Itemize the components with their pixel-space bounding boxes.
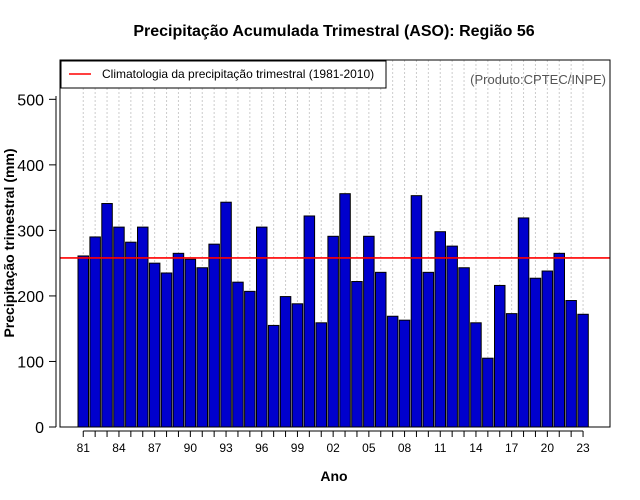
y-tick-label: 100: [17, 354, 44, 371]
bar-06: [375, 271, 387, 428]
bar-94: [232, 281, 244, 428]
bar-15: [482, 357, 494, 428]
bar-21: [553, 252, 565, 428]
x-tick-label: 05: [362, 441, 376, 455]
x-tick-label: 20: [541, 441, 555, 455]
x-tick-label: 11: [434, 441, 447, 455]
bar-93: [220, 201, 232, 428]
x-tick-label: 90: [184, 441, 198, 455]
bar-16: [494, 284, 506, 428]
bar-03: [339, 193, 351, 428]
y-tick-label: 400: [17, 158, 44, 175]
x-tick-label: 17: [505, 441, 519, 455]
x-tick-label: 23: [576, 441, 590, 455]
bar-90: [184, 258, 197, 428]
y-axis: 0 100 200 300 400 500: [17, 92, 57, 437]
chart-title: Precipitação Acumulada Trimestral (ASO):…: [133, 23, 534, 40]
bar-19: [529, 277, 542, 428]
bar-00: [303, 215, 316, 428]
y-axis-label: Precipitação trimestral (mm): [1, 148, 17, 337]
x-tick-label: 81: [77, 441, 91, 455]
x-tick-label: 02: [326, 441, 340, 455]
bar-08: [398, 319, 411, 428]
bar-88: [160, 272, 173, 428]
bar-01: [315, 322, 327, 428]
x-axis: 81 84 87 90 93 96 99 02 05 08 11 14 17 20 23: [77, 430, 590, 455]
bar-12: [446, 245, 458, 428]
bar-97: [267, 324, 280, 428]
x-tick-label: 08: [398, 441, 412, 455]
bar-96: [256, 226, 268, 428]
y-tick-label: 200: [17, 289, 44, 306]
bar-89: [172, 252, 185, 428]
bar-22: [565, 300, 577, 428]
x-tick-label: 84: [112, 441, 126, 455]
bars-group: [77, 193, 589, 428]
bar-23: [577, 313, 589, 428]
bar-99: [291, 303, 304, 428]
bar-95: [244, 290, 256, 428]
legend: Climatologia da precipitação trimestral …: [60, 60, 387, 89]
x-tick-label: 93: [219, 441, 233, 455]
credit-text: (Produto:CPTEC/INPE): [470, 72, 606, 87]
bar-18: [517, 217, 530, 428]
x-axis-label: Ano: [320, 468, 347, 484]
bar-84: [113, 226, 125, 428]
bar-10: [422, 271, 435, 428]
bar-81: [77, 255, 89, 428]
bar-09: [410, 195, 423, 428]
bar-11: [434, 231, 446, 428]
y-tick-label: 500: [17, 92, 44, 109]
x-tick-label: 87: [148, 441, 162, 455]
bar-87: [148, 262, 161, 428]
legend-label: Climatologia da precipitação trimestral …: [102, 67, 374, 81]
bar-05: [363, 235, 375, 428]
x-tick-label: 14: [469, 441, 483, 455]
bar-13: [458, 267, 470, 428]
legend-box: [60, 60, 387, 89]
bar-91: [196, 267, 208, 428]
bar-02: [327, 235, 339, 428]
bar-14: [470, 322, 482, 428]
plot-frame: [59, 59, 611, 428]
bar-85: [125, 241, 137, 428]
y-tick-label: 300: [17, 223, 44, 240]
y-tick-label: 0: [35, 420, 44, 437]
x-tick-label: 99: [291, 441, 305, 455]
bar-17: [505, 313, 518, 428]
bar-86: [137, 226, 149, 428]
bar-20: [541, 270, 554, 428]
bar-04: [351, 281, 363, 428]
bar-92: [208, 243, 220, 428]
bar-07: [386, 315, 399, 428]
x-tick-label: 96: [255, 441, 269, 455]
bar-98: [279, 296, 292, 428]
bar-82: [89, 236, 101, 428]
bar-83: [101, 203, 113, 428]
